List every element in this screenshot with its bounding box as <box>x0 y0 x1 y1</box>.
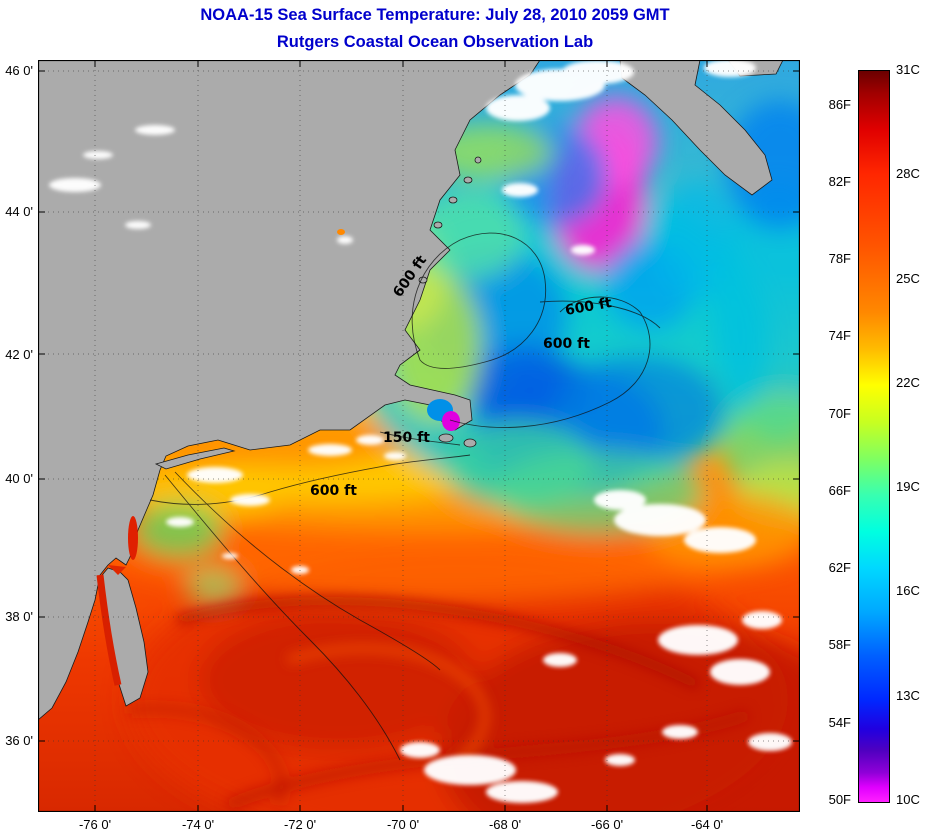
contour-label-600ft: 600 ft <box>543 336 590 352</box>
colorbar-c-label: 13C <box>896 688 920 703</box>
grid-layer <box>38 60 800 812</box>
colorbar-c-label: 22C <box>896 375 920 390</box>
colorbar-c-label: 16C <box>896 583 920 598</box>
colorbar-c-label: 31C <box>896 62 920 77</box>
x-tick-label: -76 0' <box>78 817 112 832</box>
figure-subtitle: Rutgers Coastal Ocean Observation Lab <box>276 33 594 51</box>
contour-layer <box>149 232 661 761</box>
contour-label-150ft: 150 ft <box>383 430 430 446</box>
plot-border <box>38 60 800 812</box>
colorbar-c-label: 28C <box>896 166 920 181</box>
x-tick-label: -72 0' <box>283 817 317 832</box>
mainland <box>38 60 541 721</box>
colorbar-f-label: 50F <box>828 792 851 807</box>
nova-scotia <box>619 60 773 196</box>
colorbar-f-label: 66F <box>828 483 851 498</box>
x-tick-label: -70 0' <box>386 817 420 832</box>
colorbar-f-label: 58F <box>828 637 851 652</box>
contour-label-600ft: 600 ft <box>310 483 357 499</box>
y-tick-label: 46 0' <box>5 63 33 78</box>
colorbar-f-label: 78F <box>828 251 851 266</box>
colorbar-f-label: 82F <box>828 174 851 189</box>
x-tick-label: -64 0' <box>690 817 724 832</box>
colorbar-f-label: 62F <box>828 560 851 575</box>
colorbar-c-label: 19C <box>896 479 920 494</box>
x-tick-label: -66 0' <box>590 817 624 832</box>
y-tick-label: 38 0' <box>5 609 33 624</box>
colorbar-f-label: 54F <box>828 715 851 730</box>
sst-map: 600 ft 600 ft 600 ft 150 ft 600 ft <box>38 60 800 812</box>
temperature-colorbar <box>858 70 890 803</box>
y-tick-label: 36 0' <box>5 733 33 748</box>
figure-title: NOAA-15 Sea Surface Temperature: July 28… <box>200 6 670 24</box>
colorbar-f-label: 74F <box>828 328 851 343</box>
colorbar-f-label: 70F <box>828 406 851 421</box>
x-tick-label: -74 0' <box>181 817 215 832</box>
colorbar-f-label: 86F <box>828 97 851 112</box>
y-tick-label: 40 0' <box>5 471 33 486</box>
warm-speck <box>337 229 345 235</box>
y-tick-label: 42 0' <box>5 347 33 362</box>
cloud-layer <box>49 60 792 803</box>
colorbar-c-label: 10C <box>896 792 920 807</box>
axis-ticks <box>38 60 800 812</box>
long-island <box>154 447 236 470</box>
x-tick-label: -68 0' <box>488 817 522 832</box>
y-tick-label: 44 0' <box>5 204 33 219</box>
colorbar-c-label: 25C <box>896 271 920 286</box>
coastal-water-details <box>96 399 460 686</box>
